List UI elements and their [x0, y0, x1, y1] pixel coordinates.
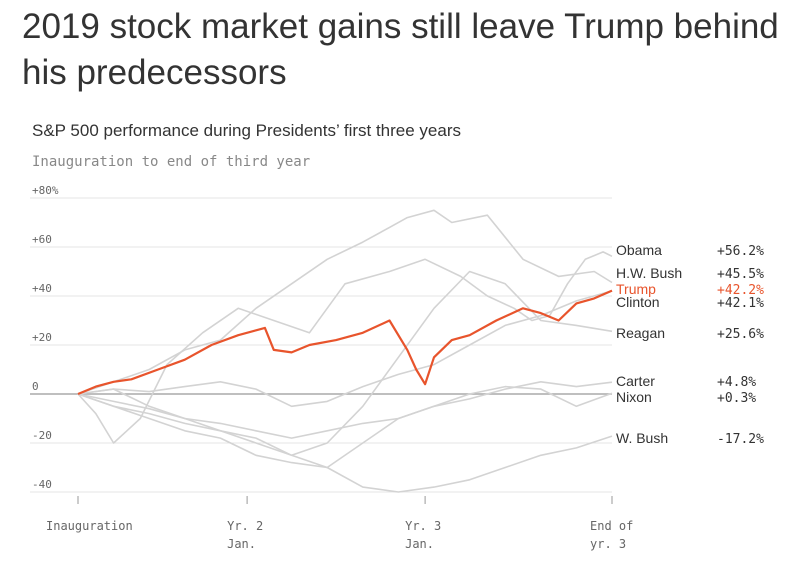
- series-line-reagan: [77, 270, 613, 457]
- headline: 2019 stock market gains still leave Trum…: [22, 7, 779, 92]
- series-value-w-bush: -17.2%: [717, 432, 764, 447]
- series-line-nixon: [77, 385, 613, 469]
- x-tick-label: Jan.: [227, 537, 256, 551]
- x-tick-label: Yr. 2: [227, 519, 263, 533]
- x-tick-label: Yr. 3: [405, 519, 441, 533]
- y-tick-label: +40: [32, 282, 52, 295]
- series-label-trump: Trump: [616, 281, 656, 297]
- y-tick-label: +60: [32, 233, 52, 246]
- series-label-obama: Obama: [616, 242, 662, 258]
- x-tick-label: Jan.: [405, 537, 434, 551]
- series-value-h-w-bush: +45.5%: [717, 267, 764, 282]
- series-value-reagan: +25.6%: [717, 327, 764, 342]
- series-line-w-bush: [77, 393, 613, 493]
- series-label-reagan: Reagan: [616, 325, 665, 341]
- series-label-w-bush: W. Bush: [616, 430, 668, 446]
- series-value-obama: +56.2%: [717, 244, 764, 259]
- series-line-carter: [77, 380, 613, 439]
- series-value-carter: +4.8%: [717, 375, 756, 390]
- series-value-trump: +42.2%: [717, 283, 764, 298]
- series-label-clinton: Clinton: [616, 294, 660, 310]
- series-line-trump: [77, 289, 613, 396]
- series-line-clinton: [77, 290, 613, 408]
- series-line-h-w-bush: [77, 209, 613, 395]
- y-tick-label: 0: [32, 380, 39, 393]
- series-label-nixon: Nixon: [616, 389, 652, 405]
- chart-subtitle: Inauguration to end of third year: [32, 154, 311, 170]
- y-tick-label: +80%: [32, 184, 59, 197]
- x-tick-label: End of: [590, 519, 633, 533]
- series-line-obama: [77, 251, 613, 444]
- x-tick-label: yr. 3: [590, 537, 626, 551]
- series-label-carter: Carter: [616, 373, 655, 389]
- x-tick-label: Inauguration: [46, 519, 133, 533]
- y-tick-label: +20: [32, 331, 52, 344]
- y-tick-label: -20: [32, 429, 52, 442]
- y-tick-label: -40: [32, 478, 52, 491]
- series-value-clinton: +42.1%: [717, 296, 764, 311]
- series-value-nixon: +0.3%: [717, 391, 756, 406]
- series-label-h-w-bush: H.W. Bush: [616, 265, 682, 281]
- chart-title: S&P 500 performance during Presidents’ f…: [32, 121, 461, 140]
